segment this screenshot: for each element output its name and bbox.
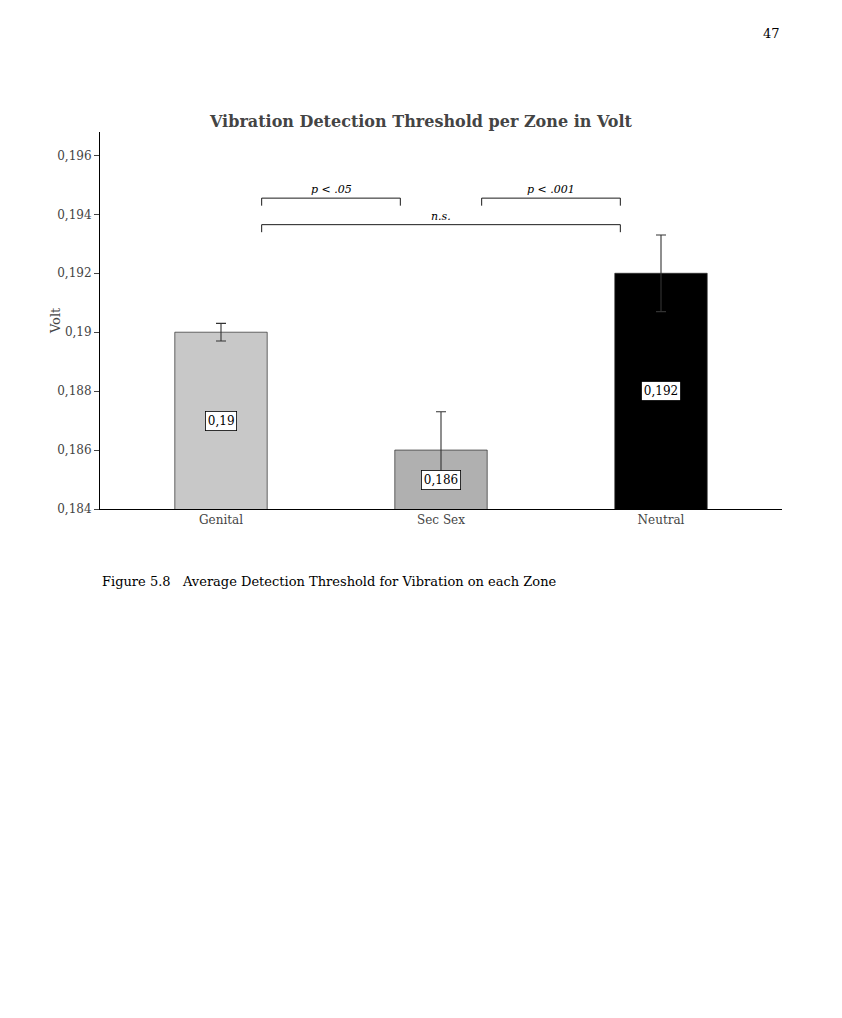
svg-text:n.s.: n.s.: [431, 210, 451, 223]
svg-text:0,19: 0,19: [65, 325, 92, 339]
svg-text:0,196: 0,196: [57, 149, 91, 163]
svg-text:p < .05: p < .05: [311, 183, 352, 196]
svg-text:0,192: 0,192: [644, 384, 678, 398]
svg-text:Genital: Genital: [199, 513, 243, 527]
svg-text:0,186: 0,186: [57, 443, 91, 457]
svg-text:0,188: 0,188: [57, 384, 91, 398]
svg-text:0,186: 0,186: [424, 473, 458, 487]
svg-text:Figure 5.8 Average Detection: Figure 5.8 Average Detection Threshold f…: [102, 574, 557, 589]
svg-text:0,192: 0,192: [57, 266, 91, 280]
svg-text:Sec Sex: Sec Sex: [417, 513, 465, 527]
svg-text:Volt: Volt: [48, 307, 63, 334]
svg-text:0,194: 0,194: [57, 208, 92, 222]
svg-text:0,184: 0,184: [57, 502, 92, 516]
svg-text:0,19: 0,19: [208, 414, 235, 428]
svg-text:47: 47: [763, 26, 780, 41]
svg-text:Neutral: Neutral: [638, 513, 685, 527]
svg-text:Vibration Detection Threshold: Vibration Detection Threshold per Zone i…: [209, 112, 633, 131]
svg-text:p < .001: p < .001: [527, 183, 575, 196]
